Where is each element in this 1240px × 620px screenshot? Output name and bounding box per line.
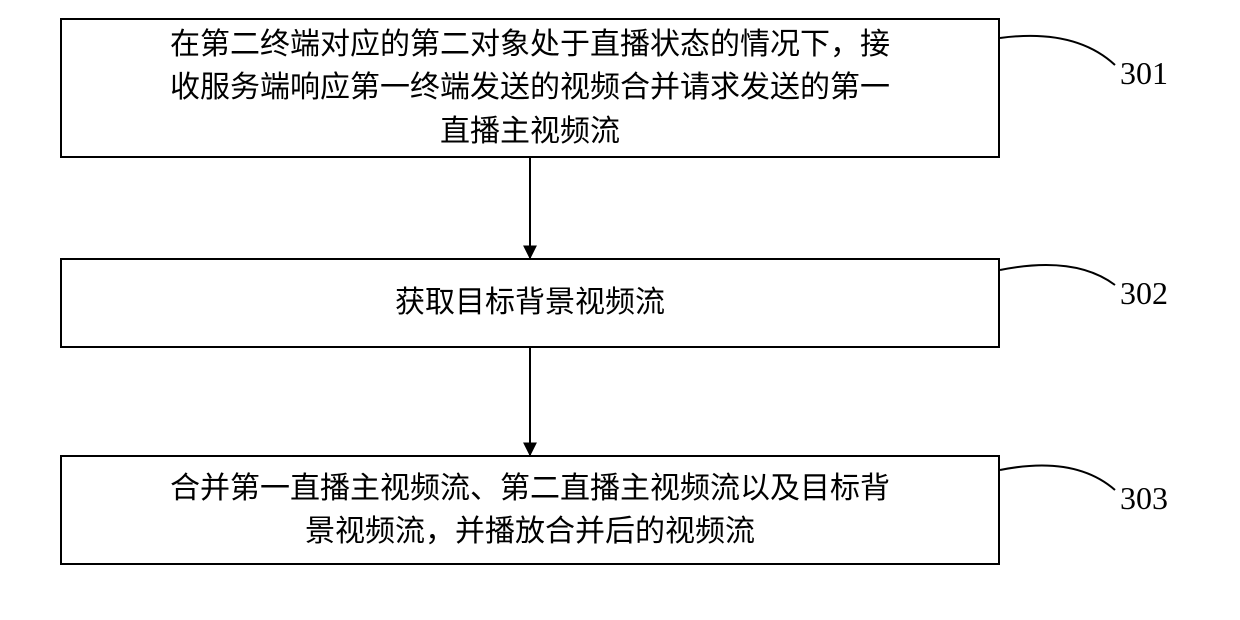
- flow-step-label: 获取目标背景视频流: [395, 281, 665, 325]
- callout-n301: 301: [1120, 55, 1168, 92]
- flow-step-label: 合并第一直播主视频流、第二直播主视频流以及目标背景视频流，并播放合并后的视频流: [170, 467, 890, 554]
- callout-n302: 302: [1120, 275, 1168, 312]
- leader-n303: [1000, 466, 1115, 491]
- flow-step-n301: 在第二终端对应的第二对象处于直播状态的情况下，接收服务端响应第一终端发送的视频合…: [60, 18, 1000, 158]
- callout-n303: 303: [1120, 480, 1168, 517]
- flow-step-n303: 合并第一直播主视频流、第二直播主视频流以及目标背景视频流，并播放合并后的视频流: [60, 455, 1000, 565]
- leader-n301: [1000, 36, 1115, 65]
- flow-step-n302: 获取目标背景视频流: [60, 258, 1000, 348]
- flowchart-canvas: 在第二终端对应的第二对象处于直播状态的情况下，接收服务端响应第一终端发送的视频合…: [0, 0, 1240, 620]
- leader-n302: [1000, 265, 1115, 285]
- flow-step-label: 在第二终端对应的第二对象处于直播状态的情况下，接收服务端响应第一终端发送的视频合…: [170, 23, 890, 154]
